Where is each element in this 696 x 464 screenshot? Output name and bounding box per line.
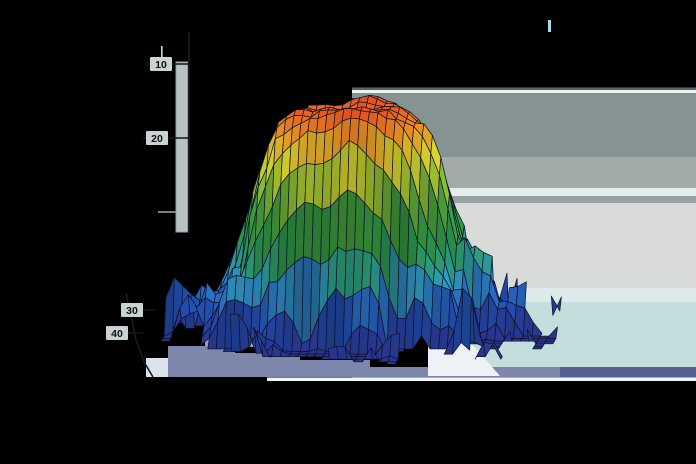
- z-axis: 10 20: [143, 32, 191, 233]
- tick-label: 10: [155, 59, 167, 71]
- tick-label-box: [150, 57, 172, 71]
- tick-label: 40: [111, 328, 123, 340]
- tick-label-box: [106, 326, 128, 340]
- wall-panel: [395, 188, 696, 196]
- wall-panel: [267, 377, 696, 381]
- mesh-cell: [550, 295, 562, 316]
- mesh-cell: [543, 340, 555, 345]
- z-axis-tick: 40: [106, 326, 143, 340]
- mesh-cell: [386, 361, 398, 365]
- mesh-cell: [261, 340, 272, 358]
- tick-label: 20: [151, 133, 163, 145]
- floor-panel: [146, 358, 168, 377]
- cursor-mark: [548, 20, 551, 32]
- mesh-cell: [532, 346, 544, 350]
- mesh-cell: [470, 297, 482, 340]
- z-axis-tick: 30: [121, 303, 156, 317]
- tick-label-box: [121, 303, 143, 317]
- wall-panel: [352, 90, 696, 94]
- mesh-cell: [169, 307, 181, 342]
- z-axis-tick: 10: [147, 57, 189, 71]
- mesh-cell: [501, 331, 512, 345]
- mesh-cell: [545, 338, 557, 342]
- mesh-cell: [533, 343, 545, 347]
- wall-panel: [352, 87, 696, 90]
- surface-mesh: [160, 94, 562, 365]
- mesh-cell: [491, 342, 503, 360]
- axis-top-tick: [161, 46, 163, 59]
- tick-label: 30: [126, 305, 138, 317]
- tick-label-box: [146, 131, 168, 145]
- mesh-cell: [389, 332, 401, 360]
- wall-panel: [395, 196, 696, 203]
- axis-wall-strip: [175, 61, 189, 233]
- mesh-cell: [460, 288, 472, 351]
- z-axis-tick: 20: [143, 131, 189, 145]
